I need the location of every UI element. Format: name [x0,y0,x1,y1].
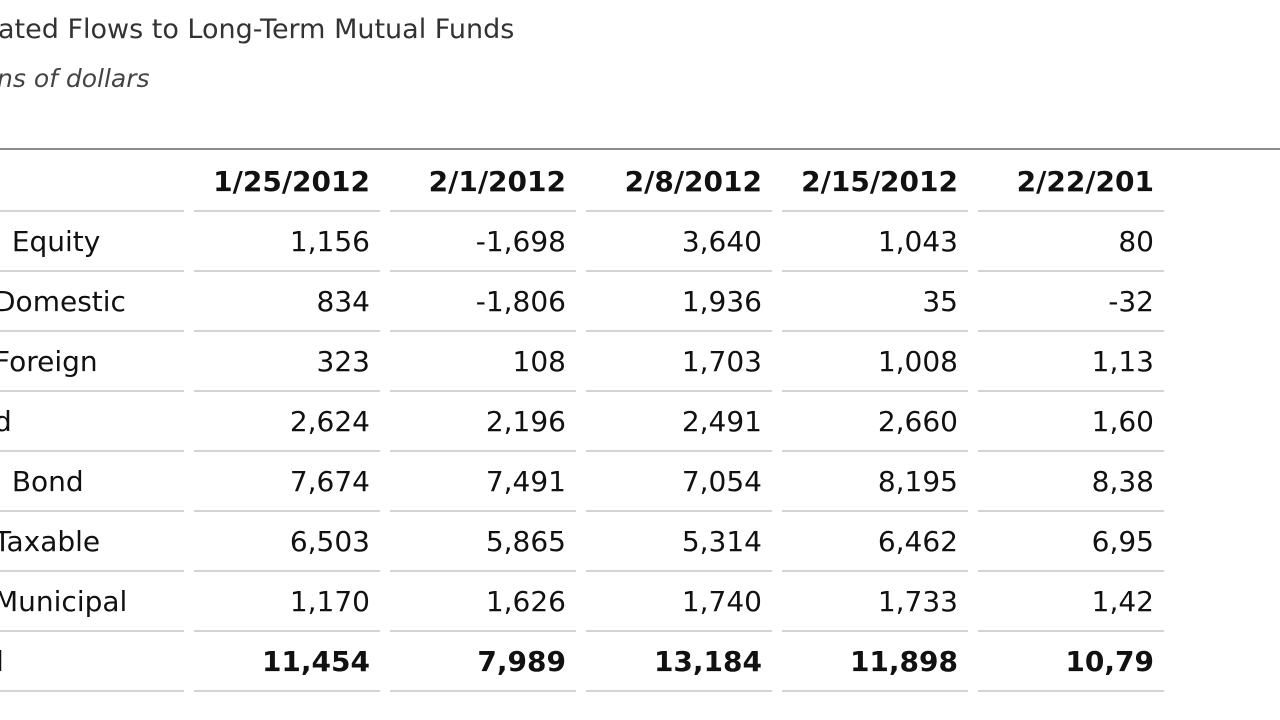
table-cell: 7,054 [586,452,772,512]
table-body: Equity 1,156 -1,698 3,640 1,043 80 Domes… [0,212,1164,692]
row-label: d [0,392,184,452]
row-label: l [0,632,184,692]
table-row: Taxable 6,503 5,865 5,314 6,462 6,95 [0,512,1164,572]
table-cell: 1,156 [194,212,380,272]
column-header: 2/15/2012 [782,152,968,212]
table-cell: 1,42 [978,572,1164,632]
table-row: d 2,624 2,196 2,491 2,660 1,60 [0,392,1164,452]
flows-table: 1/25/2012 2/1/2012 2/8/2012 2/15/2012 2/… [0,152,1164,692]
total-cell: 10,79 [978,632,1164,692]
table-cell: 108 [390,332,576,392]
table-subtitle: ns of dollars [0,64,150,93]
table-cell: 6,462 [782,512,968,572]
row-label: Bond [0,452,184,512]
table-cell: 1,008 [782,332,968,392]
table-cell: 1,740 [586,572,772,632]
table-row: Equity 1,156 -1,698 3,640 1,043 80 [0,212,1164,272]
column-header: 2/8/2012 [586,152,772,212]
table-cell: 8,38 [978,452,1164,512]
table-title: ated Flows to Long-Term Mutual Funds [0,14,515,45]
table-cell: 1,733 [782,572,968,632]
table-cell: -1,698 [390,212,576,272]
table-cell: 7,674 [194,452,380,512]
table-header: 1/25/2012 2/1/2012 2/8/2012 2/15/2012 2/… [0,152,1164,212]
table-cell: 2,624 [194,392,380,452]
table-cell: 80 [978,212,1164,272]
top-rule [0,148,1280,150]
table-cell: 1,043 [782,212,968,272]
table-cell: 1,60 [978,392,1164,452]
table-cell: -1,806 [390,272,576,332]
total-cell: 13,184 [586,632,772,692]
table-cell: 1,13 [978,332,1164,392]
table-cell: 6,95 [978,512,1164,572]
total-cell: 11,898 [782,632,968,692]
header-label-cell [0,152,184,212]
table-cell: 1,703 [586,332,772,392]
table-cell: -32 [978,272,1164,332]
table-cell: 5,865 [390,512,576,572]
row-label: Taxable [0,512,184,572]
total-cell: 11,454 [194,632,380,692]
row-label: Foreign [0,332,184,392]
total-row: l 11,454 7,989 13,184 11,898 10,79 [0,632,1164,692]
table-row: Domestic 834 -1,806 1,936 35 -32 [0,272,1164,332]
total-cell: 7,989 [390,632,576,692]
table-cell: 2,491 [586,392,772,452]
column-header: 2/22/201 [978,152,1164,212]
table-row: Bond 7,674 7,491 7,054 8,195 8,38 [0,452,1164,512]
table-cell: 1,170 [194,572,380,632]
table-cell: 323 [194,332,380,392]
table-cell: 5,314 [586,512,772,572]
table-cell: 7,491 [390,452,576,512]
row-label: Domestic [0,272,184,332]
table-cell: 834 [194,272,380,332]
table-cell: 8,195 [782,452,968,512]
row-label: Equity [0,212,184,272]
header-row: 1/25/2012 2/1/2012 2/8/2012 2/15/2012 2/… [0,152,1164,212]
table-row: Foreign 323 108 1,703 1,008 1,13 [0,332,1164,392]
row-label: Municipal [0,572,184,632]
table-cell: 2,660 [782,392,968,452]
column-header: 2/1/2012 [390,152,576,212]
table-cell: 1,936 [586,272,772,332]
table-cell: 6,503 [194,512,380,572]
table-cell: 2,196 [390,392,576,452]
column-header: 1/25/2012 [194,152,380,212]
table-row: Municipal 1,170 1,626 1,740 1,733 1,42 [0,572,1164,632]
table-cell: 1,626 [390,572,576,632]
table-cell: 35 [782,272,968,332]
table-cell: 3,640 [586,212,772,272]
